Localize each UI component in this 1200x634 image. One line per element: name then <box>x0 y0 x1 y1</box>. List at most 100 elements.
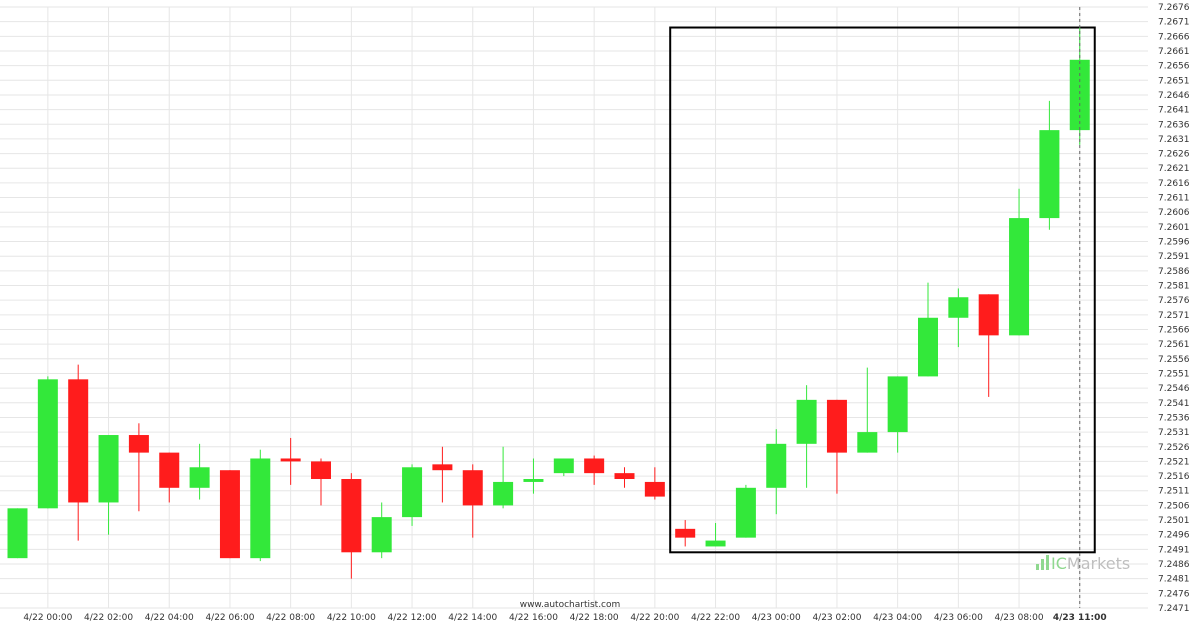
x-tick-label: 4/22 20:00 <box>630 613 679 623</box>
candle-bullish <box>735 484 756 538</box>
y-tick-label: 7.2666 <box>1158 32 1190 42</box>
candle-body <box>219 470 240 559</box>
y-tick-label: 7.2571 <box>1158 311 1190 321</box>
candle-bullish <box>553 458 574 477</box>
candle-body <box>1039 130 1060 219</box>
candle-body <box>918 317 938 377</box>
x-tick-label: 4/22 10:00 <box>327 613 376 623</box>
candle-bullish <box>705 522 726 547</box>
candles <box>7 27 1090 579</box>
svg-text:ICMarkets: ICMarkets <box>1051 554 1130 573</box>
icmarkets-watermark: ICMarkets <box>1036 554 1130 573</box>
candle-body <box>280 458 301 462</box>
candle-body <box>826 399 847 453</box>
x-tick-label: 4/23 00:00 <box>752 613 801 623</box>
candle-bearish <box>978 294 999 397</box>
candle-bearish <box>614 467 635 488</box>
y-tick-label: 7.2511 <box>1158 487 1190 497</box>
y-tick-label: 7.2601 <box>1158 223 1190 233</box>
candle-bullish <box>493 446 514 509</box>
candle-body <box>1069 59 1090 131</box>
y-tick-label: 7.2576 <box>1158 296 1190 306</box>
candle-bullish <box>37 376 58 509</box>
candle-bearish <box>675 520 696 547</box>
x-tick-label: 4/23 02:00 <box>812 613 861 623</box>
pattern-box-layer <box>669 26 1096 554</box>
candle-bearish <box>584 455 605 485</box>
y-tick-label: 7.2531 <box>1158 428 1190 438</box>
y-tick-label: 7.2621 <box>1158 164 1190 174</box>
y-tick-label: 7.2541 <box>1158 399 1190 409</box>
y-tick-label: 7.2631 <box>1158 135 1190 145</box>
x-tick-label-current: 4/23 11:00 <box>1053 613 1107 623</box>
y-tick-label: 7.2481 <box>1158 575 1190 585</box>
candle-bearish <box>128 423 149 512</box>
candle-bearish <box>219 470 240 559</box>
candle-body <box>948 297 969 318</box>
y-tick-label: 7.2476 <box>1158 589 1190 599</box>
pattern-box <box>669 26 1096 554</box>
candle-body <box>189 467 210 488</box>
y-tick-label: 7.2506 <box>1158 501 1190 511</box>
x-tick-label: 4/23 04:00 <box>873 613 922 623</box>
candle-bearish <box>311 458 331 506</box>
y-tick-label: 7.2561 <box>1158 340 1190 350</box>
y-tick-label: 7.2521 <box>1158 457 1190 467</box>
watermark-brand-suffix: Markets <box>1067 554 1130 573</box>
y-tick-label: 7.2551 <box>1158 369 1190 379</box>
x-tick-label: 4/22 00:00 <box>23 613 72 623</box>
candle-body <box>493 481 514 506</box>
y-tick-label: 7.2536 <box>1158 413 1190 423</box>
candle-body <box>978 294 999 336</box>
y-tick-label: 7.2641 <box>1158 106 1190 116</box>
grid-lines <box>0 6 1148 609</box>
candle-bearish <box>462 464 483 538</box>
y-tick-label: 7.2646 <box>1158 91 1190 101</box>
candle-bearish <box>341 473 362 579</box>
x-tick-label: 4/23 06:00 <box>934 613 983 623</box>
candle-bullish <box>766 429 787 515</box>
candle-body <box>98 435 119 503</box>
x-tick-label: 4/22 04:00 <box>145 613 194 623</box>
candle-body <box>432 464 453 471</box>
x-axis: 4/22 00:00 4/22 02:00 4/22 04:00 4/22 06:00… <box>23 613 1106 623</box>
x-tick-label: 4/22 06:00 <box>205 613 254 623</box>
candle-body <box>766 443 787 488</box>
candle-body <box>675 528 696 538</box>
candle-body <box>402 467 423 518</box>
x-tick-label: 4/22 02:00 <box>84 613 133 623</box>
candle-body <box>159 452 180 488</box>
candle-body <box>250 458 271 559</box>
y-tick-label: 7.2486 <box>1158 560 1190 570</box>
candle-bullish <box>402 464 423 526</box>
y-tick-label: 7.2611 <box>1158 194 1190 204</box>
y-tick-label: 7.2596 <box>1158 238 1190 248</box>
candle-bearish <box>280 437 301 485</box>
y-tick-label: 7.2556 <box>1158 355 1190 365</box>
y-tick-label: 7.2566 <box>1158 325 1190 335</box>
candle-bearish <box>159 452 180 503</box>
y-tick-label: 7.2676 <box>1158 3 1190 13</box>
y-tick-label: 7.2636 <box>1158 120 1190 130</box>
candle-body <box>584 458 605 474</box>
y-axis: 7.2676 7.2671 7.2666 7.2661 7.2656 7.2651 7.26… <box>1158 3 1190 614</box>
watermark-brand-prefix: IC <box>1051 554 1067 573</box>
x-tick-label: 4/22 16:00 <box>509 613 558 623</box>
candle-bullish <box>887 376 908 453</box>
candle-body <box>553 458 574 474</box>
candle-bullish <box>918 282 938 377</box>
candle-bearish <box>826 399 847 494</box>
y-tick-label: 7.2586 <box>1158 267 1190 277</box>
candle-bullish <box>7 508 28 559</box>
candle-bearish <box>644 467 665 500</box>
candle-bullish <box>796 385 817 488</box>
candle-bullish <box>523 458 544 494</box>
candle-body <box>7 508 28 559</box>
candle-body <box>523 479 544 482</box>
y-tick-label: 7.2591 <box>1158 252 1190 262</box>
candle-body <box>311 461 331 480</box>
candle-bullish <box>371 502 392 559</box>
y-tick-label: 7.2581 <box>1158 282 1190 292</box>
